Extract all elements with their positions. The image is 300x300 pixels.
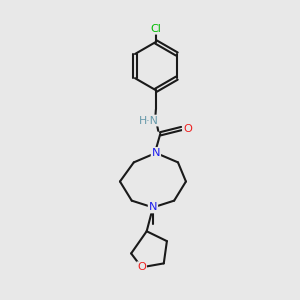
Text: Cl: Cl: [151, 24, 161, 34]
Text: H·N: H·N: [139, 116, 158, 126]
Text: O: O: [183, 124, 192, 134]
Text: N: N: [152, 148, 160, 158]
Text: O: O: [137, 262, 146, 272]
Text: N: N: [149, 202, 157, 212]
